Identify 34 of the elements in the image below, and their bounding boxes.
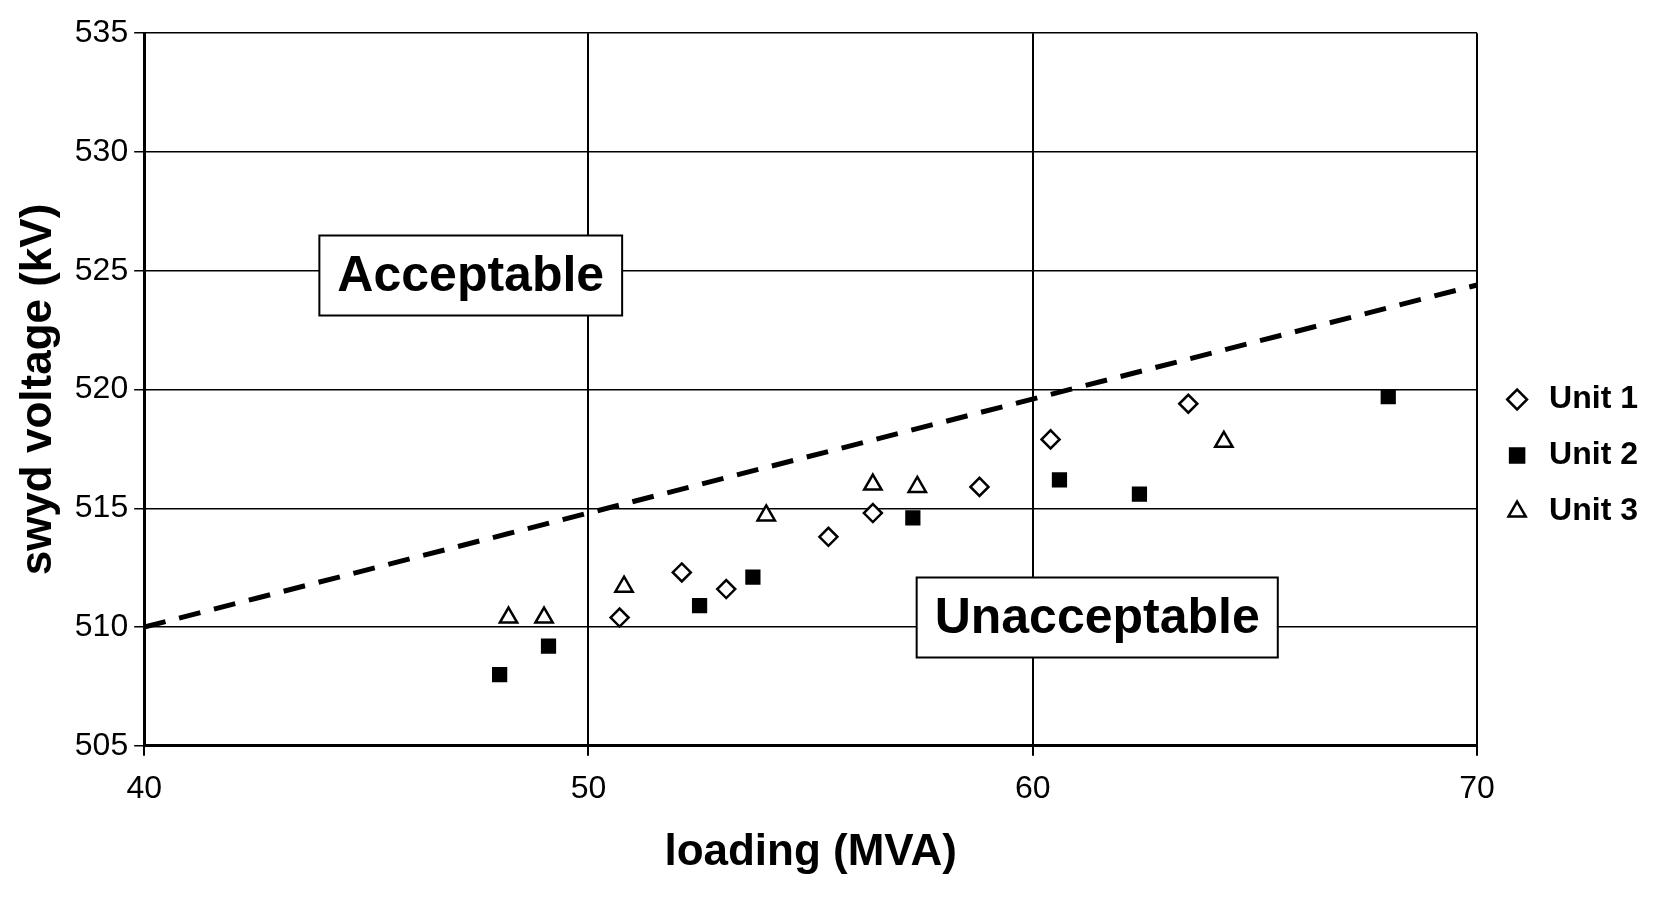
x-tick-label: 50 bbox=[570, 768, 607, 805]
point bbox=[905, 510, 921, 526]
point bbox=[1380, 389, 1396, 405]
x-tick-label: 70 bbox=[1459, 768, 1495, 805]
y-tick-label: 515 bbox=[74, 488, 129, 525]
point bbox=[609, 607, 630, 628]
x-tick-label: 40 bbox=[126, 768, 162, 805]
annotation: Acceptable bbox=[337, 246, 605, 303]
point bbox=[1040, 429, 1061, 450]
annotation: Unacceptable bbox=[934, 588, 1260, 645]
point bbox=[540, 638, 557, 654]
legend-label: Unit 1 bbox=[1549, 379, 1638, 416]
point bbox=[862, 502, 884, 524]
point bbox=[715, 578, 737, 600]
point bbox=[1131, 486, 1148, 502]
x-tick-label: 60 bbox=[1015, 768, 1051, 805]
point bbox=[1178, 393, 1199, 414]
y-tick-label: 525 bbox=[74, 250, 129, 287]
point bbox=[492, 666, 508, 683]
y-tick-label: 505 bbox=[74, 725, 129, 762]
point bbox=[1051, 472, 1068, 488]
x-axis-title: loading (MVA) bbox=[664, 824, 957, 874]
y-tick-label: 530 bbox=[74, 131, 129, 168]
point bbox=[969, 476, 990, 498]
point bbox=[691, 598, 708, 614]
point bbox=[671, 562, 693, 583]
y-axis-title: swyd voltage (kV) bbox=[10, 203, 60, 576]
point bbox=[818, 526, 839, 548]
y-tick-label: 535 bbox=[74, 13, 129, 50]
legend-label: Unit 2 bbox=[1549, 435, 1638, 472]
point bbox=[745, 569, 761, 585]
legend-label: Unit 3 bbox=[1549, 491, 1638, 528]
y-tick-label: 510 bbox=[74, 606, 129, 643]
y-tick-label: 520 bbox=[74, 369, 129, 406]
